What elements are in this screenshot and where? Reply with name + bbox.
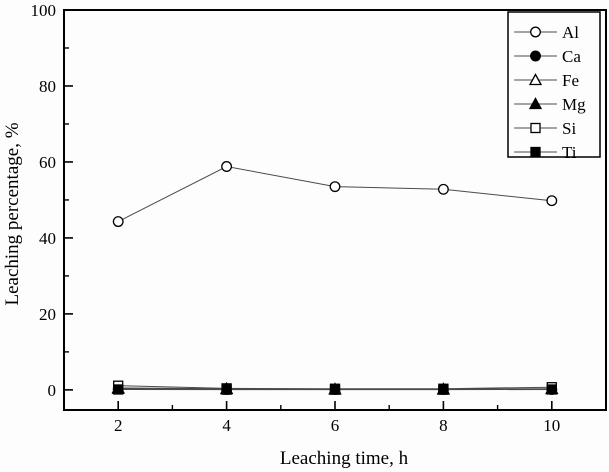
series-al	[112, 161, 558, 228]
series-line-al	[117, 165, 552, 223]
y-tick-label: 100	[31, 1, 57, 20]
legend-square-open-icon	[530, 122, 541, 134]
legend-label-fe: Fe	[562, 71, 579, 90]
legend-entry-ti: Ti	[514, 143, 577, 162]
legend-entry-ca: Ca	[514, 47, 581, 66]
y-tick-label: 40	[39, 229, 56, 248]
x-tick-label: 8	[439, 416, 448, 435]
data-point-ti-6h	[329, 384, 341, 395]
x-axis-title: Leaching time, h	[280, 448, 409, 469]
data-point-al-8h	[437, 183, 449, 195]
legend-label-ti: Ti	[562, 143, 577, 162]
data-point-ti-10h	[546, 384, 557, 395]
x-tick-label: 4	[222, 416, 231, 435]
y-axis-title: Leaching percentage, %	[2, 122, 23, 305]
x-tick-label: 10	[543, 416, 560, 435]
legend-entry-fe: Fe	[514, 71, 579, 90]
y-tick-label: 80	[39, 77, 56, 96]
y-tick-label: 60	[39, 153, 56, 172]
legend-square-filled-icon	[530, 146, 541, 158]
data-point-ti-4h	[221, 384, 232, 395]
data-point-ti-8h	[438, 384, 449, 395]
data-point-al-2h	[112, 216, 124, 228]
legend-entry-si: Si	[514, 119, 576, 138]
legend-triangle-open-icon	[528, 73, 543, 86]
legend-box	[507, 11, 601, 158]
series-ti	[113, 384, 557, 395]
legend-entry-al: Al	[514, 23, 579, 42]
legend-label-mg: Mg	[562, 95, 586, 114]
legend-label-al: Al	[562, 23, 579, 42]
legend-circle-open-icon	[530, 26, 541, 38]
x-tick-label: 6	[331, 416, 340, 435]
legend-label-si: Si	[562, 119, 576, 138]
legend: Al Ca Fe Mg Si Ti	[507, 11, 601, 162]
data-point-al-6h	[329, 181, 341, 193]
legend-entry-mg: Mg	[514, 95, 586, 114]
data-point-ti-2h	[113, 384, 124, 395]
y-tick-label: 20	[39, 305, 56, 324]
data-point-al-4h	[221, 161, 233, 172]
legend-triangle-filled-icon	[528, 97, 543, 110]
legend-label-ca: Ca	[562, 47, 581, 66]
legend-circle-filled-icon	[530, 50, 541, 62]
y-tick-label: 0	[48, 381, 57, 400]
data-point-al-10h	[546, 195, 558, 207]
x-tick-label: 2	[114, 416, 123, 435]
